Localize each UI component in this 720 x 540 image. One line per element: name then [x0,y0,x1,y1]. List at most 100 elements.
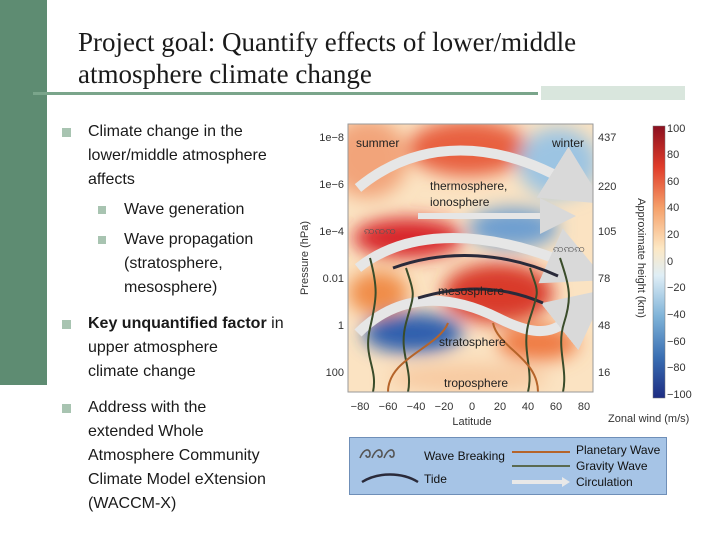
gravity-wave-line [367,257,377,392]
wind-cell [388,364,548,392]
bullet-marker [98,206,106,214]
pressure-tick: 1e−4 [319,226,344,238]
label-winter: winter [551,136,584,150]
title-underline [33,92,538,95]
latitude-tick: 0 [469,401,475,413]
colorbar-tick: 100 [667,123,685,135]
circulation-arrow [354,228,593,284]
colorbar-tick: 20 [667,229,679,241]
plot-frame [347,123,594,393]
wave-breaking-glyph: ꩡꩡꩡ [364,224,396,237]
tide-icon [361,473,419,484]
label-ionosphere: ionosphere [430,195,490,209]
planetary-wave-line [492,322,539,392]
colorbar-tick: −80 [667,362,686,374]
bullet-marker [62,320,71,329]
bullet-item: Address with the extended Whole Atmosphe… [60,396,318,516]
sub-bullet-text: mesosphere) [124,279,218,296]
height-tick: 78 [598,273,610,285]
colorbar-tick: −20 [667,282,686,294]
latitude-tick: 80 [578,401,590,413]
sub-bullet-item: Wave propagation (stratosphere, mesosphe… [60,228,318,300]
legend-wave-breaking: Wave Breaking [424,449,505,463]
bullet-text: extended Whole [88,423,204,440]
colorbar-tick: 80 [667,149,679,161]
label-thermosphere: thermosphere, [430,179,507,193]
bullet-marker [62,128,71,137]
pressure-tick: 0.01 [323,273,344,285]
bullet-text: (WACCM-X) [88,495,177,512]
gravity-wave-line [525,267,538,392]
legend-planetary-wave: Planetary Wave [576,443,661,457]
sub-bullet-item: Wave generation [60,198,318,222]
pressure-tick: 1e−8 [319,132,344,144]
colorbar-tick: −40 [667,309,686,321]
bullet-text: lower/middle atmosphere [88,147,267,164]
colorbar-tick: −100 [667,389,692,401]
pressure-tick: 1e−6 [319,179,344,191]
atmosphere-wind-figure: ꩡꩡꩡ ꩡꩡꩡ summer winter thermosphere, iono… [299,123,692,428]
latitude-tick: 60 [550,401,562,413]
legend-gravity-wave: Gravity Wave [576,459,648,473]
bullet-marker [98,236,106,244]
bullet-item: Climate change in the lower/middle atmos… [60,120,318,192]
pressure-tick: 1 [338,320,344,332]
height-tick: 437 [598,132,616,144]
bullet-item: Key unquantified factor in upper atmosph… [60,312,318,384]
wave-breaking-icon [359,449,395,459]
sub-bullet-text: Wave propagation [124,231,254,248]
tide-curve [417,287,544,305]
label-stratosphere: stratosphere [439,335,506,349]
latitude-axis-ticks: −80 −60 −40 −20 0 20 40 60 80 [351,401,590,413]
bullet-text: upper atmosphere [88,339,218,356]
legend-line-icons [512,451,570,487]
slide-title: Project goal: Quantify effects of lower/… [78,26,678,90]
title-underline-accent [541,86,685,100]
colorbar-tick: 0 [667,256,673,268]
slide-title-line-1: Project goal: Quantify effects of lower/… [78,27,577,57]
slide-title-line-2: atmosphere climate change [78,59,372,89]
height-tick: 48 [598,320,610,332]
label-troposphere: troposphere [444,376,508,390]
height-axis-ticks: 437 220 105 78 48 16 [598,132,616,379]
legend-tide: Tide [424,472,447,486]
pressure-axis-ticks: 1e−8 1e−6 1e−4 0.01 1 100 [319,132,344,379]
height-tick: 220 [598,181,616,193]
bullet-bold-text: Key unquantified factor [88,315,267,332]
latitude-tick: −80 [351,401,370,413]
pressure-axis-label: Pressure (hPa) [299,221,311,295]
label-summer: summer [356,136,399,150]
height-axis-label: Approximate height (km) [635,198,647,318]
label-mesosphere: mesosphere [438,284,504,298]
colorbar [652,125,666,399]
circulation-arrowhead-icon [562,477,570,487]
height-tick: 105 [598,226,616,238]
circulation-arrow [354,145,593,204]
colorbar-tick: −60 [667,336,686,348]
sub-bullet-text: Wave generation [124,201,245,218]
accent-side-bar [0,0,47,385]
latitude-tick: −20 [435,401,454,413]
latitude-tick: −60 [379,401,398,413]
height-tick: 16 [598,367,610,379]
latitude-tick: 20 [494,401,506,413]
planetary-wave-line [387,322,449,392]
wind-cell [353,218,463,258]
circulation-arrow [354,289,593,351]
colorbar-tick: 60 [667,176,679,188]
pressure-tick: 100 [326,367,344,379]
latitude-tick: 40 [522,401,534,413]
bullet-text: climate change [88,363,196,380]
colorbar-label: Zonal wind (m/s) [608,413,689,425]
wind-cell [363,313,463,353]
gravity-wave-line [402,267,414,392]
figure-legend: Wave Breaking Tide Planetary Wave Gravit… [349,437,667,495]
wave-breaking-glyph: ꩡꩡꩡ [553,242,585,255]
bullet-text: Climate Model eXtension [88,471,266,488]
sub-bullet-text: (stratosphere, [124,255,223,272]
legend-circulation: Circulation [576,475,633,489]
gravity-wave-line [559,257,570,392]
colorbar-tick: 40 [667,202,679,214]
latitude-axis-label: Latitude [452,416,491,428]
bullet-text: in [266,315,284,332]
